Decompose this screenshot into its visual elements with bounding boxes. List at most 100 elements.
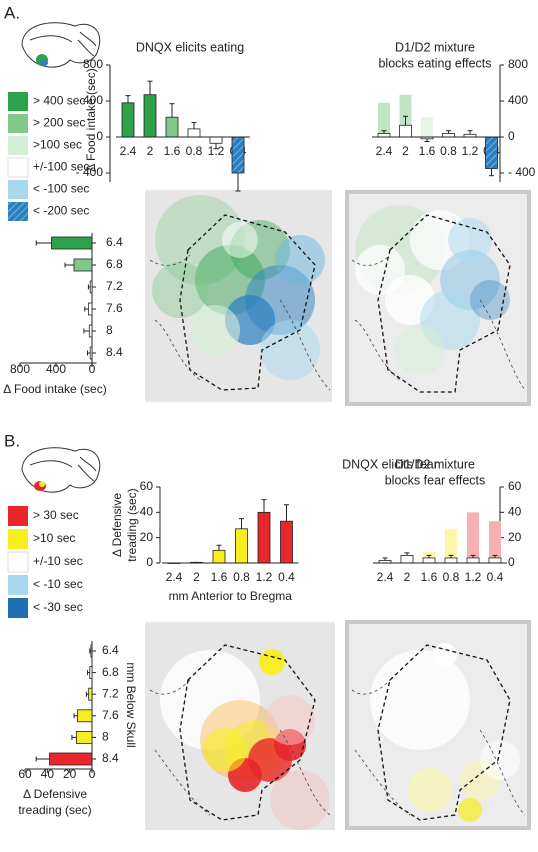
chart-subtitle: blocks fear effects: [385, 473, 486, 487]
x-tick-label: 1.6: [211, 570, 228, 584]
bar: [143, 94, 157, 138]
map-blob: [155, 195, 245, 285]
map-blob: [408, 768, 452, 812]
map-blob: [270, 770, 330, 830]
x-tick-label: 800: [10, 362, 30, 376]
map-blob: [433, 643, 457, 667]
legend-label: +/-100 sec: [33, 160, 89, 174]
chart-subtitle: blocks eating effects: [378, 56, 491, 70]
x-tick-label: 2: [402, 144, 409, 158]
map-blob: [190, 305, 240, 355]
bar: [212, 549, 226, 564]
x-axis-label: Δ Food intake (sec): [3, 382, 106, 396]
y-tick-label: 6.8: [106, 257, 123, 271]
map-blob: [395, 325, 445, 375]
x-tick-label: 0.4: [278, 570, 295, 584]
x-tick-label: 1.2: [465, 570, 482, 584]
y-tick-label: 6.4: [106, 235, 123, 249]
chart-title: D1/D2 mixture: [395, 40, 475, 54]
x-tick-label: 0.8: [443, 570, 460, 584]
bar: [377, 132, 391, 138]
y-axis-label: mm Below Skull: [124, 662, 138, 747]
map-blob: [370, 650, 470, 750]
x-tick-label: 400: [46, 362, 66, 376]
y-tick-label: 400: [508, 93, 528, 107]
map-blob: [160, 650, 260, 750]
bar: [209, 136, 223, 144]
y-tick-label: 7.2: [102, 686, 119, 700]
legend-label: > 30 sec: [33, 508, 79, 522]
map-blob: [275, 235, 325, 285]
x-axis-label: mm Anterior to Bregma: [169, 589, 293, 603]
y-tick-label: 400: [83, 93, 103, 107]
map-blob: [259, 649, 285, 675]
bar: [466, 557, 480, 564]
bar: [235, 528, 248, 564]
bar: [467, 512, 479, 563]
map-blob: [203, 728, 247, 772]
bar: [165, 116, 179, 138]
bar: [73, 258, 93, 272]
x-tick-label: 0: [89, 767, 96, 781]
legend-swatch: [8, 598, 28, 618]
legend-swatch: [8, 136, 28, 155]
x-tick-label: 0.8: [186, 144, 203, 158]
bar: [231, 136, 245, 174]
chart-title: DNQX elicits fear: [342, 457, 438, 471]
bar: [400, 555, 414, 564]
y-tick-label: 7.2: [106, 279, 123, 293]
legend-swatch: [8, 506, 28, 526]
bar: [90, 644, 93, 658]
x-tick-label: 60: [18, 767, 32, 781]
x-tick-label: 2.4: [120, 144, 137, 158]
y-tick-label: - 400: [508, 165, 536, 179]
bar: [89, 666, 93, 679]
legend-swatch: [8, 202, 28, 221]
bar: [485, 136, 498, 169]
x-axis-label: treading (sec): [18, 803, 91, 817]
x-tick-label: 2: [404, 570, 411, 584]
legend-swatch: [8, 575, 28, 595]
legend-label: >100 sec: [33, 138, 82, 152]
x-tick-label: 0.4: [487, 570, 504, 584]
x-tick-label: 0: [89, 362, 96, 376]
legend-swatch: [8, 114, 28, 133]
x-tick-label: 1.6: [421, 570, 438, 584]
legend-label: < -200 sec: [33, 204, 89, 218]
y-tick-label: 0: [96, 129, 103, 143]
y-tick-label: 20: [140, 530, 154, 544]
map-blob: [458, 798, 482, 822]
y-tick-label: 8.4: [106, 345, 123, 359]
bar: [187, 128, 201, 138]
x-tick-label: 2: [193, 570, 200, 584]
y-tick-label: 8.4: [102, 751, 119, 765]
y-tick-label: 0: [508, 129, 515, 143]
y-tick-label: 0: [508, 555, 515, 569]
bar: [49, 752, 93, 766]
y-axis-label: Δ Defensive: [110, 493, 124, 557]
map-blob: [152, 262, 208, 318]
panel-label: B.: [4, 431, 20, 450]
x-tick-label: 20: [63, 767, 77, 781]
map-blob: [480, 740, 520, 780]
x-axis-label: Δ Defensive: [23, 787, 87, 801]
bar: [444, 557, 458, 564]
x-tick-label: 2.4: [376, 144, 393, 158]
brain-icon: [21, 22, 101, 68]
y-tick-label: 8: [102, 730, 109, 744]
legend-label: < -30 sec: [33, 600, 83, 614]
y-tick-label: 0: [146, 555, 153, 569]
bar: [257, 511, 271, 564]
bar: [422, 557, 436, 564]
x-tick-label: 0.8: [233, 570, 250, 584]
map-blob: [222, 222, 258, 258]
legend-label: < -10 sec: [33, 577, 83, 591]
y-tick-label: 7.6: [106, 301, 123, 315]
legend-swatch: [7, 551, 29, 573]
x-tick-label: 0.8: [440, 144, 457, 158]
x-tick-label: 1.2: [256, 570, 273, 584]
bar: [399, 124, 412, 138]
bar: [488, 557, 502, 564]
y-axis-label: treading (sec): [125, 488, 139, 561]
y-tick-label: 6.4: [102, 643, 119, 657]
